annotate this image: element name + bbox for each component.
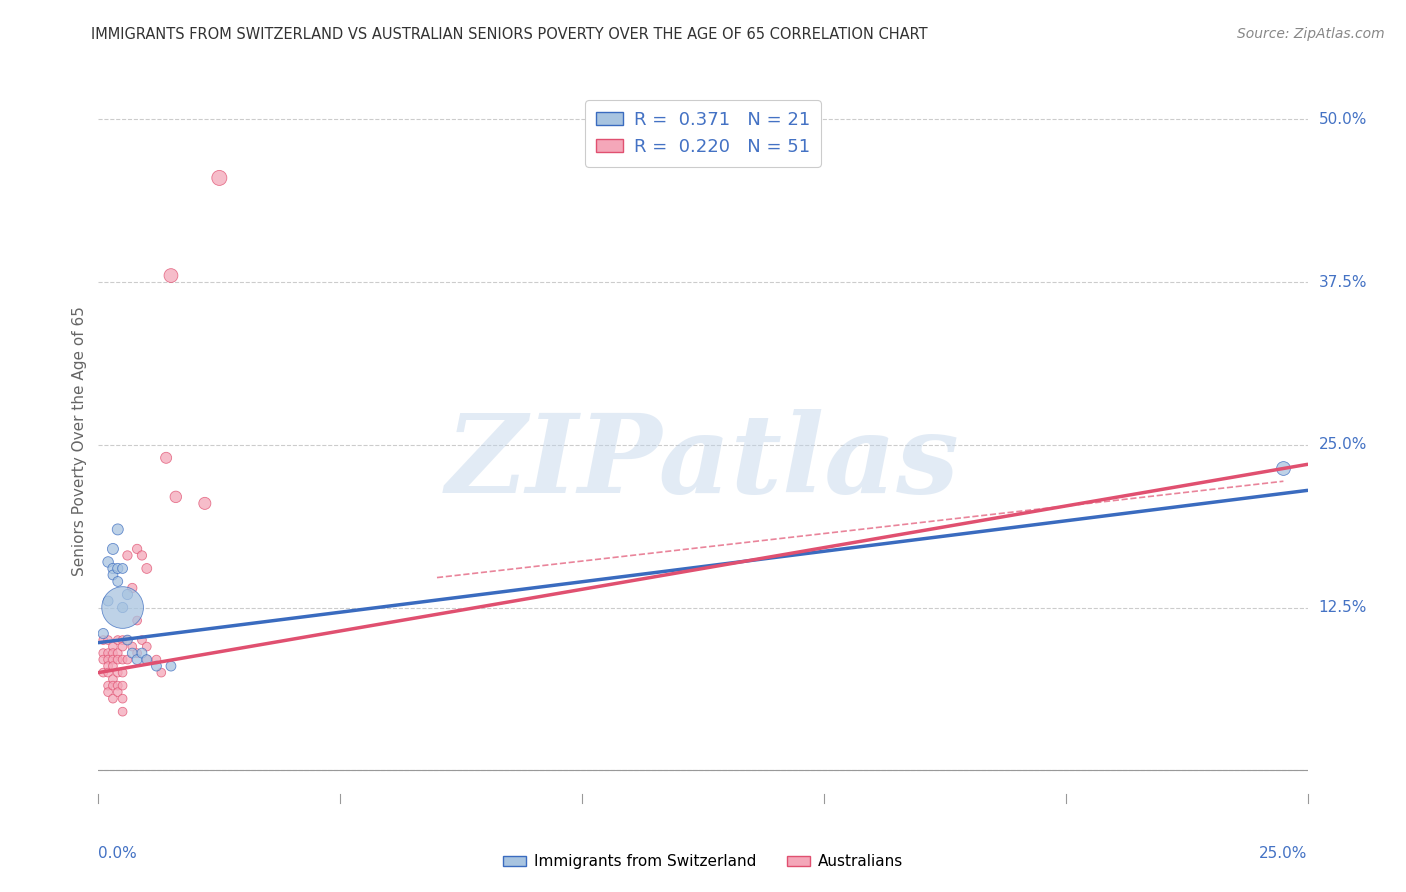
Legend: Immigrants from Switzerland, Australians: Immigrants from Switzerland, Australians	[498, 848, 908, 875]
Point	[117, 652, 139, 666]
Text: Source: ZipAtlas.com: Source: ZipAtlas.com	[1237, 27, 1385, 41]
Point	[121, 581, 143, 595]
Point	[101, 659, 124, 673]
Point	[101, 541, 124, 556]
Point	[160, 659, 183, 673]
Point	[111, 705, 134, 719]
Point	[97, 633, 120, 648]
Point	[1272, 461, 1295, 475]
Point	[111, 600, 134, 615]
Text: IMMIGRANTS FROM SWITZERLAND VS AUSTRALIAN SENIORS POVERTY OVER THE AGE OF 65 COR: IMMIGRANTS FROM SWITZERLAND VS AUSTRALIA…	[91, 27, 928, 42]
Point	[135, 652, 157, 666]
Point	[111, 691, 134, 706]
Y-axis label: Seniors Poverty Over the Age of 65: Seniors Poverty Over the Age of 65	[72, 307, 87, 576]
Point	[117, 587, 139, 601]
Point	[127, 652, 149, 666]
Point	[111, 633, 134, 648]
Point	[117, 633, 139, 648]
Point	[145, 652, 167, 666]
Point	[121, 646, 143, 660]
Point	[97, 555, 120, 569]
Point	[101, 646, 124, 660]
Point	[117, 633, 139, 648]
Point	[111, 652, 134, 666]
Text: 0.0%: 0.0%	[98, 847, 138, 861]
Point	[117, 549, 139, 563]
Point	[107, 523, 129, 537]
Text: ZIPatlas: ZIPatlas	[446, 409, 960, 517]
Point	[194, 496, 217, 510]
Point	[111, 665, 134, 680]
Point	[101, 640, 124, 654]
Point	[131, 549, 153, 563]
Text: 12.5%: 12.5%	[1319, 600, 1367, 615]
Point	[107, 646, 129, 660]
Point	[135, 561, 157, 575]
Point	[91, 633, 114, 648]
Point	[208, 170, 231, 185]
Point	[135, 640, 157, 654]
Point	[101, 672, 124, 686]
Point	[97, 646, 120, 660]
Point	[135, 652, 157, 666]
Point	[97, 594, 120, 608]
Point	[107, 665, 129, 680]
Point	[101, 691, 124, 706]
Point	[111, 561, 134, 575]
Point	[101, 568, 124, 582]
Point	[97, 679, 120, 693]
Point	[111, 600, 134, 615]
Point	[127, 541, 149, 556]
Point	[145, 659, 167, 673]
Point	[131, 646, 153, 660]
Point	[91, 626, 114, 640]
Point	[127, 614, 149, 628]
Point	[131, 633, 153, 648]
Point	[111, 640, 134, 654]
Point	[107, 633, 129, 648]
Point	[107, 685, 129, 699]
Point	[91, 665, 114, 680]
Point	[91, 646, 114, 660]
Point	[97, 659, 120, 673]
Point	[107, 574, 129, 589]
Point	[91, 652, 114, 666]
Text: 37.5%: 37.5%	[1319, 275, 1367, 290]
Point	[97, 685, 120, 699]
Point	[121, 640, 143, 654]
Point	[155, 450, 177, 465]
Point	[150, 665, 173, 680]
Point	[111, 679, 134, 693]
Point	[107, 561, 129, 575]
Point	[127, 646, 149, 660]
Point	[101, 652, 124, 666]
Point	[101, 561, 124, 575]
Text: 25.0%: 25.0%	[1260, 847, 1308, 861]
Legend: R =  0.371   N = 21, R =  0.220   N = 51: R = 0.371 N = 21, R = 0.220 N = 51	[585, 100, 821, 167]
Point	[165, 490, 187, 504]
Text: 50.0%: 50.0%	[1319, 112, 1367, 127]
Point	[97, 665, 120, 680]
Text: 25.0%: 25.0%	[1319, 437, 1367, 452]
Point	[107, 679, 129, 693]
Point	[160, 268, 183, 283]
Point	[101, 679, 124, 693]
Point	[97, 652, 120, 666]
Point	[107, 652, 129, 666]
